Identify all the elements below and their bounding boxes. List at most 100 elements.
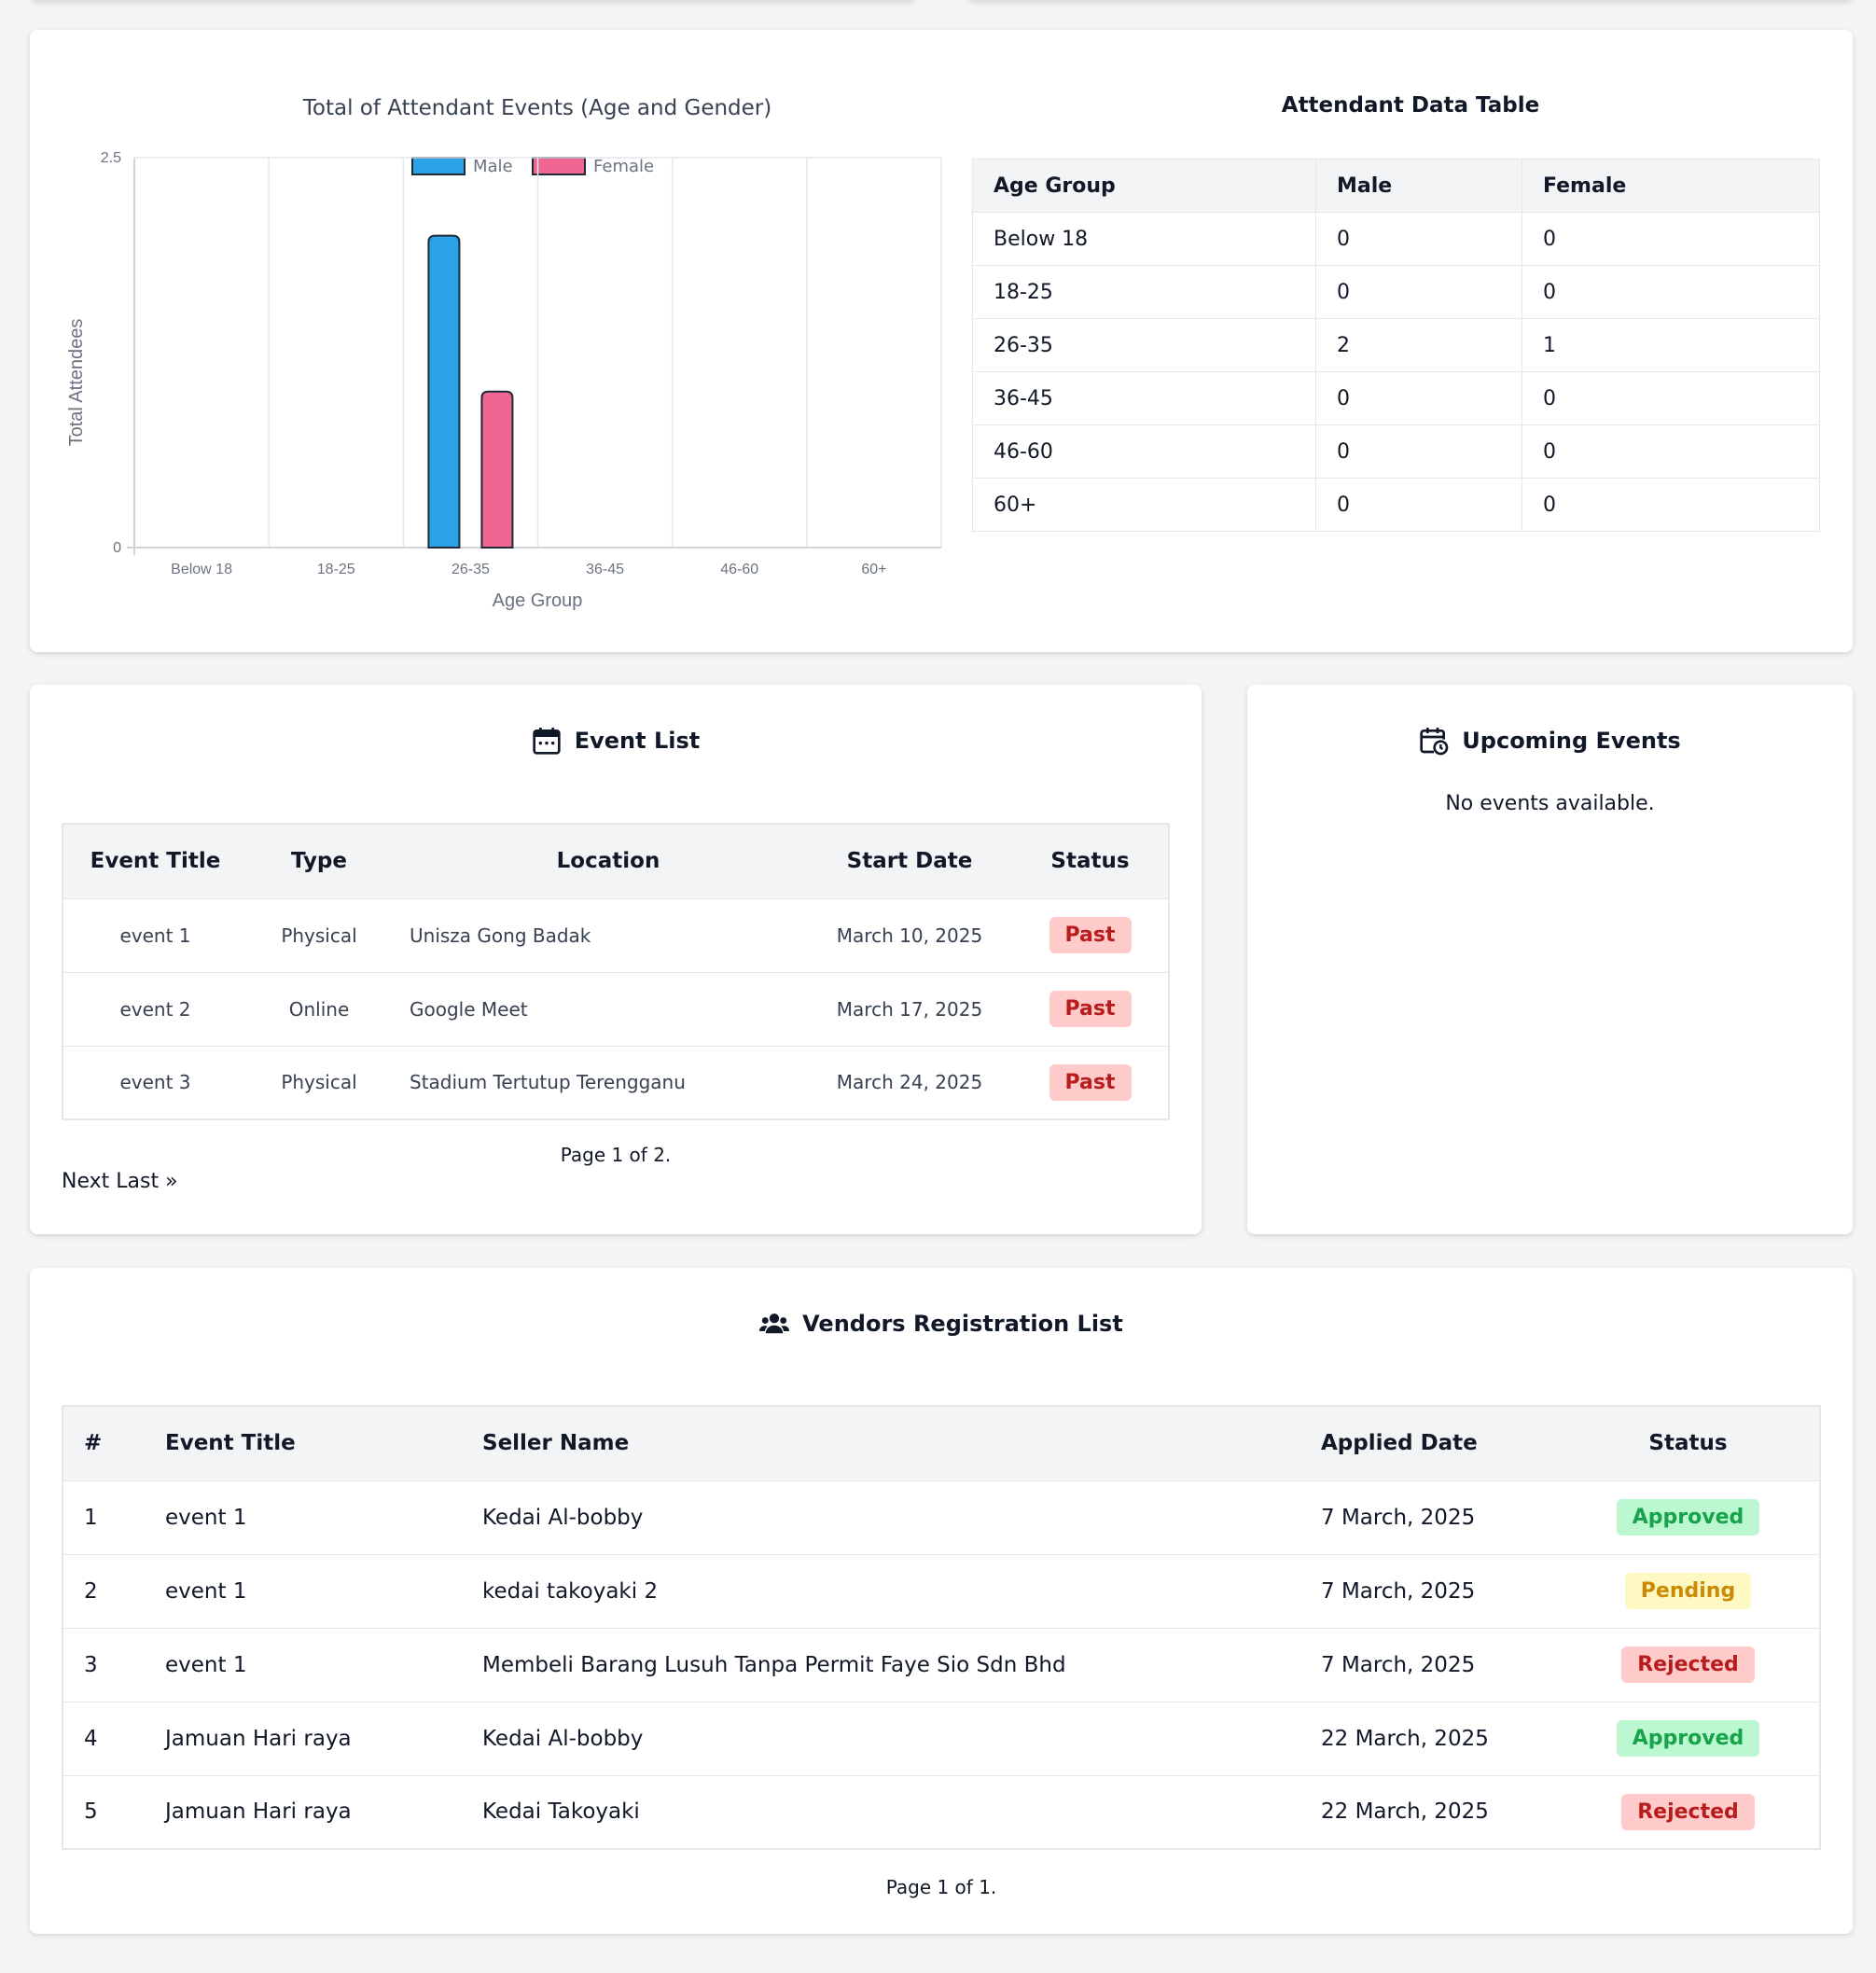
cell-event-title: event 1 (145, 1627, 462, 1702)
table-row: 36-45 0 0 (972, 371, 1820, 425)
table-row: Below 18 0 0 (972, 212, 1820, 266)
cell-status: Past (1012, 1045, 1169, 1119)
y-axis-label: Total Attendees (66, 319, 87, 447)
cell-number: 3 (63, 1627, 145, 1702)
attendant-data-table: Age Group Male Female Below 18 0 0 18-25 0 0… (972, 159, 1820, 532)
table-header-row: Event Title Type Location Start Date Sta… (63, 824, 1169, 898)
cell-age-group: 60+ (972, 478, 1316, 532)
cell-status: Rejected (1557, 1627, 1820, 1702)
column-header-event-title: Event Title (63, 824, 247, 898)
cell-age-group: 36-45 (972, 371, 1316, 425)
bar-female (480, 390, 514, 549)
x-tick-label: 18-25 (317, 562, 355, 577)
column-header-female: Female (1522, 159, 1820, 213)
x-tick-label: 36-45 (586, 562, 624, 577)
empty-state-text: No events available. (1445, 792, 1655, 815)
cell-location: Google Meet (391, 971, 807, 1046)
status-badge: Approved (1616, 1720, 1760, 1757)
column-header-seller-name: Seller Name (462, 1406, 1300, 1480)
cell-number: 4 (63, 1701, 145, 1775)
cell-location: Stadium Tertutup Terengganu (391, 1045, 807, 1119)
event-list-title: Event List (574, 728, 701, 754)
cell-female: 1 (1522, 318, 1820, 372)
column-header-male: Male (1315, 159, 1522, 213)
cell-seller-name: Kedai Al-bobby (462, 1480, 1300, 1554)
cell-female: 0 (1522, 478, 1820, 532)
cell-event-title: event 1 (63, 897, 247, 972)
cell-number: 2 (63, 1553, 145, 1628)
cell-applied-date: 7 March, 2025 (1300, 1627, 1557, 1702)
table-row: 5 Jamuan Hari raya Kedai Takoyaki 22 Mar… (63, 1774, 1820, 1849)
column-header-location: Location (391, 824, 807, 898)
event-list-heading: Event List (30, 726, 1202, 756)
cell-start-date: March 10, 2025 (807, 897, 1012, 972)
vendors-title: Vendors Registration List (802, 1311, 1123, 1337)
cell-event-title: Jamuan Hari raya (145, 1701, 462, 1775)
attendant-table-title: Attendant Data Table (1281, 93, 1540, 118)
bar-male (427, 234, 461, 549)
cell-start-date: March 24, 2025 (807, 1045, 1012, 1119)
cell-male: 0 (1315, 478, 1522, 532)
cell-age-group: 18-25 (972, 265, 1316, 319)
event-list-card: Event List Event Title Type Location Sta… (30, 685, 1202, 1234)
cell-event-title: event 3 (63, 1045, 247, 1119)
status-badge: Pending (1624, 1573, 1752, 1609)
legend-swatch (532, 157, 586, 175)
upcoming-events-card: Upcoming Events No events available. (1247, 685, 1853, 1234)
table-row: 26-35 2 1 (972, 318, 1820, 372)
cell-applied-date: 7 March, 2025 (1300, 1480, 1557, 1554)
cell-applied-date: 22 March, 2025 (1300, 1774, 1557, 1849)
table-header-row: # Event Title Seller Name Applied Date S… (63, 1406, 1820, 1480)
attendant-chart-card: Total of Attendant Events (Age and Gende… (30, 30, 1853, 652)
table-row: event 3 Physical Stadium Tertutup Tereng… (63, 1045, 1169, 1119)
calendar-clock-icon (1420, 728, 1449, 756)
column-header-start-date: Start Date (807, 824, 1012, 898)
cell-female: 0 (1522, 212, 1820, 266)
table-row: 18-25 0 0 (972, 265, 1820, 319)
column-header-age-group: Age Group (972, 159, 1316, 213)
cell-event-title: Jamuan Hari raya (145, 1774, 462, 1849)
status-badge: Past (1049, 991, 1132, 1027)
cell-status: Approved (1557, 1480, 1820, 1554)
y-tick-label: 2.5 (101, 150, 121, 166)
legend-swatch (411, 157, 466, 175)
cell-male: 0 (1315, 424, 1522, 479)
cell-male: 0 (1315, 371, 1522, 425)
cell-female: 0 (1522, 424, 1820, 479)
status-badge: Rejected (1621, 1793, 1755, 1830)
table-header-row: Age Group Male Female (972, 159, 1820, 213)
x-tick-label: 60+ (861, 562, 886, 577)
cell-status: Pending (1557, 1553, 1820, 1628)
column-header-event-title: Event Title (145, 1406, 462, 1480)
status-badge: Past (1049, 917, 1132, 953)
cell-male: 2 (1315, 318, 1522, 372)
status-badge: Approved (1616, 1499, 1760, 1535)
table-row: 3 event 1 Membeli Barang Lusuh Tanpa Per… (63, 1627, 1820, 1702)
cell-status: Past (1012, 971, 1169, 1046)
cell-status: Rejected (1557, 1774, 1820, 1849)
cell-type: Physical (247, 1045, 391, 1119)
x-tick-label: 26-35 (452, 562, 490, 577)
status-badge: Past (1049, 1063, 1132, 1101)
upcoming-events-title: Upcoming Events (1462, 728, 1681, 754)
cell-event-title: event 1 (145, 1553, 462, 1628)
table-row: 1 event 1 Kedai Al-bobby 7 March, 2025 A… (63, 1480, 1820, 1554)
x-tick-label: 46-60 (720, 562, 758, 577)
attendant-bar-chart: Total of Attendant Events (Age and Gende… (66, 96, 942, 611)
pagination-next-last-link[interactable]: Next Last » (62, 1170, 178, 1193)
upcoming-events-heading: Upcoming Events (1247, 726, 1853, 756)
table-row: 46-60 0 0 (972, 424, 1820, 479)
cell-age-group: 46-60 (972, 424, 1316, 479)
cell-age-group: 26-35 (972, 318, 1316, 372)
cell-number: 1 (63, 1480, 145, 1554)
cell-male: 0 (1315, 265, 1522, 319)
vendors-table: # Event Title Seller Name Applied Date S… (62, 1405, 1821, 1850)
chart-title: Total of Attendant Events (Age and Gende… (302, 96, 771, 120)
table-row: 4 Jamuan Hari raya Kedai Al-bobby 22 Mar… (63, 1701, 1820, 1775)
table-row: 60+ 0 0 (972, 478, 1820, 532)
cell-location: Unisza Gong Badak (391, 897, 807, 972)
cell-status: Approved (1557, 1701, 1820, 1775)
x-tick-label: Below 18 (171, 562, 232, 577)
y-tick-label: 0 (113, 540, 121, 556)
legend-label: Male (473, 157, 513, 176)
